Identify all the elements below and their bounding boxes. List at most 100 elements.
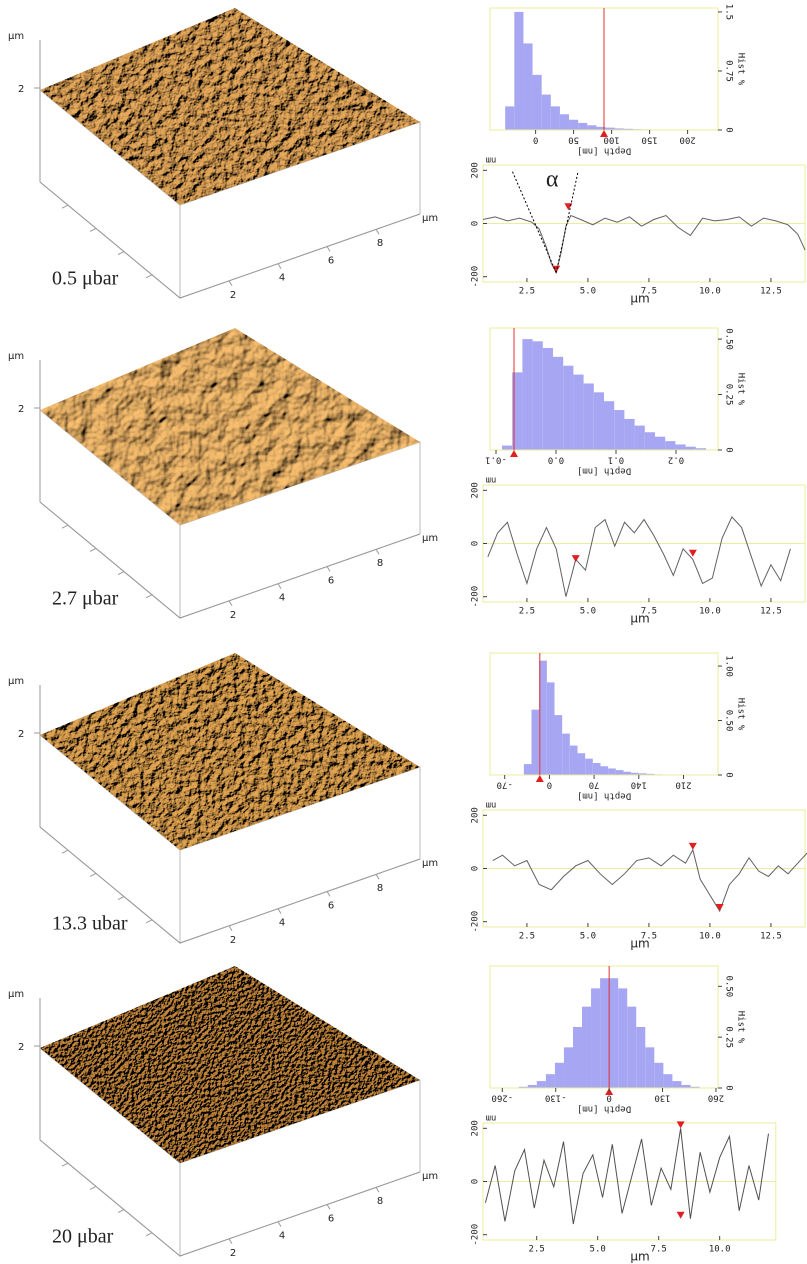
- x-tick-label: 5.0: [590, 1245, 606, 1255]
- x-tick-label: 0.2: [668, 455, 684, 465]
- cursor-marker: [510, 450, 518, 457]
- y-axis: [39, 181, 181, 299]
- y-label: Hist %: [736, 698, 746, 731]
- afm-surface: [40, 653, 420, 850]
- x-tick-label: 0: [606, 1093, 611, 1103]
- cursor-marker: [571, 555, 580, 563]
- hist-bar: [569, 119, 579, 130]
- x-label: μm: [630, 292, 649, 306]
- z-tick-label: 2: [18, 84, 24, 95]
- x-tick-label: 210: [675, 780, 691, 790]
- y-tick-label: -200: [471, 1224, 481, 1246]
- hist-bar: [592, 763, 601, 775]
- y-tick: [89, 872, 97, 877]
- hist-bar: [545, 1074, 555, 1088]
- x-label: Depth [nm]: [577, 466, 631, 476]
- y-tick-label: 0.50: [724, 710, 734, 732]
- x-tick: [326, 1204, 331, 1210]
- y-tick: [61, 849, 69, 854]
- x-tick-label: 100: [603, 135, 619, 145]
- y-axis: [39, 501, 181, 619]
- hist-bar: [600, 766, 609, 775]
- x-tick-label: -70: [497, 780, 513, 790]
- y-tick-label: 1.00: [724, 655, 734, 677]
- hist-bar: [582, 1006, 592, 1088]
- z-unit: μm: [8, 31, 24, 42]
- xy-unit: μm: [422, 533, 438, 544]
- hist-bar: [502, 445, 513, 450]
- z-tick-label: 2: [18, 404, 24, 415]
- x-tick-label: 2.5: [519, 932, 535, 942]
- hist-bar: [645, 1047, 655, 1088]
- hist-bar: [695, 448, 706, 450]
- y-tick-label: 0: [471, 866, 481, 871]
- angle-line: [511, 170, 557, 273]
- xy-unit: μm: [422, 1171, 438, 1182]
- afm-surface: [40, 966, 420, 1163]
- x-tick-label: 10.0: [699, 932, 721, 942]
- y-tick: [145, 919, 153, 924]
- profile-line: [492, 848, 807, 913]
- hist-bar: [572, 1027, 583, 1088]
- x-tick-label: 130: [654, 1093, 670, 1103]
- profile-line: [484, 1128, 769, 1225]
- y-axis: [39, 826, 181, 944]
- y-tick-label: 0: [724, 772, 734, 777]
- hist-bar: [665, 441, 676, 450]
- x-tick-label: 6: [328, 900, 334, 911]
- z-unit: μm: [8, 351, 24, 362]
- hist-bar: [577, 753, 586, 775]
- y-tick: [117, 571, 125, 576]
- x-tick-label: 0.0: [548, 455, 564, 465]
- hist-bar: [523, 43, 533, 130]
- x-tick-label: 2: [230, 1248, 236, 1259]
- x-tick-label: 6: [328, 255, 334, 266]
- y-tick: [117, 251, 125, 256]
- afm-surface: [40, 8, 420, 205]
- hist-bar: [623, 771, 632, 775]
- y-label: nm: [486, 475, 497, 485]
- x-tick: [277, 583, 282, 589]
- x-tick-label: 4: [279, 918, 285, 929]
- x-tick-label: 4: [279, 1231, 285, 1242]
- y-tick-label: 1.5: [724, 4, 734, 20]
- x-tick-label: 6: [328, 575, 334, 586]
- hist-bar: [559, 114, 570, 130]
- hist-bar: [627, 1006, 637, 1088]
- y-tick-label: 0.50: [724, 328, 734, 350]
- hist-bar: [532, 74, 542, 130]
- afm-surface: [40, 328, 420, 525]
- hist-bar: [655, 436, 666, 450]
- x-tick: [228, 280, 233, 287]
- x-tick: [326, 891, 331, 897]
- x-tick-label: 2.5: [519, 287, 535, 297]
- x-tick-label: 10.0: [699, 287, 721, 297]
- x-tick-label: 5.0: [580, 607, 596, 617]
- hist-bar: [569, 745, 578, 775]
- hist-bar: [536, 1081, 546, 1088]
- hist-bar: [631, 772, 639, 775]
- hist-bar: [541, 94, 551, 130]
- x-tick-label: 6: [328, 1213, 334, 1224]
- xy-unit: μm: [422, 858, 438, 869]
- hist-bar: [527, 1084, 537, 1088]
- x-tick-label: 70: [589, 780, 600, 790]
- y-tick: [89, 547, 97, 552]
- hist-bar: [591, 988, 601, 1088]
- hist-bar: [600, 978, 610, 1088]
- angle-line: [555, 170, 579, 273]
- hist-bar: [522, 339, 533, 450]
- y-tick: [117, 896, 125, 901]
- z-tick-label: 2: [18, 729, 24, 740]
- hist-bar: [518, 1086, 528, 1088]
- x-axis: [179, 1171, 421, 1257]
- cursor-marker: [715, 904, 724, 912]
- x-label: μm: [630, 1250, 649, 1264]
- x-tick-label: 140: [631, 780, 647, 790]
- y-label: Hist %: [736, 373, 746, 406]
- y-tick: [61, 524, 69, 529]
- x-tick-label: 10.0: [709, 1245, 731, 1255]
- x-tick-label: 0: [547, 780, 552, 790]
- x-tick-label: 8: [377, 238, 383, 249]
- x-tick-label: 4: [279, 273, 285, 284]
